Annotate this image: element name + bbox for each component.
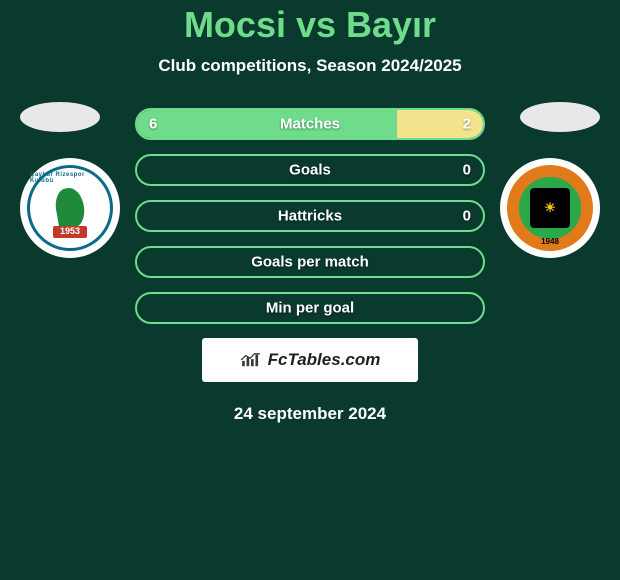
brand-box: FcTables.com bbox=[202, 338, 418, 382]
leaf-icon bbox=[53, 186, 88, 230]
page-subtitle: Club competitions, Season 2024/2025 bbox=[0, 56, 620, 76]
badge-left-name: Çaykur Rizespor Kulübü bbox=[30, 172, 110, 184]
player-silhouette-right bbox=[520, 102, 600, 132]
stat-label: Matches bbox=[137, 116, 483, 133]
stat-row: 62Matches bbox=[135, 108, 485, 140]
badge-left-year: 1953 bbox=[60, 226, 80, 236]
stat-row: 0Goals bbox=[135, 154, 485, 186]
stat-label: Min per goal bbox=[137, 300, 483, 317]
sun-icon: ☀ bbox=[530, 188, 570, 228]
club-badge-right: ☀ 1948 bbox=[500, 158, 600, 258]
stat-rows: 62Matches 0Goals 0Hattricks Goals per match… bbox=[135, 108, 485, 324]
club-badge-left: Çaykur Rizespor Kulübü 1953 bbox=[20, 158, 120, 258]
player-silhouette-left bbox=[20, 102, 100, 132]
badge-right-ring: ☀ 1948 bbox=[507, 165, 593, 251]
badge-left-ring: Çaykur Rizespor Kulübü 1953 bbox=[27, 165, 113, 251]
compare-area: Çaykur Rizespor Kulübü 1953 ☀ 1948 62Mat… bbox=[0, 108, 620, 424]
stat-label: Goals per match bbox=[137, 254, 483, 271]
stat-row: 0Hattricks bbox=[135, 200, 485, 232]
stat-row: Goals per match bbox=[135, 246, 485, 278]
stat-row: Min per goal bbox=[135, 292, 485, 324]
page-title: Mocsi vs Bayır bbox=[0, 4, 620, 46]
badge-right-core: ☀ bbox=[544, 200, 556, 216]
badge-right-year: 1948 bbox=[541, 237, 559, 246]
stat-label: Hattricks bbox=[137, 208, 483, 225]
brand-chart-icon bbox=[240, 352, 262, 368]
stat-label: Goals bbox=[137, 162, 483, 179]
date-line: 24 september 2024 bbox=[0, 404, 620, 424]
comparison-card: Mocsi vs Bayır Club competitions, Season… bbox=[0, 0, 620, 424]
brand-text: FcTables.com bbox=[268, 350, 381, 370]
